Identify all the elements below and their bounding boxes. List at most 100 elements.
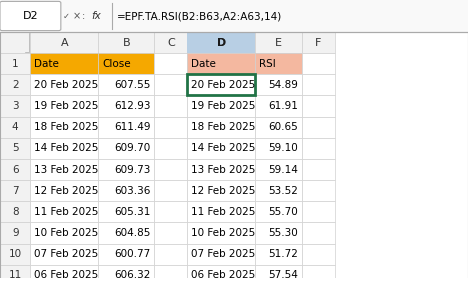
Bar <box>0 244 30 265</box>
Text: 9: 9 <box>12 228 19 238</box>
Text: 10: 10 <box>8 249 22 259</box>
Text: 07 Feb 2025: 07 Feb 2025 <box>191 249 255 259</box>
Text: 60.65: 60.65 <box>268 122 298 132</box>
Bar <box>187 53 255 74</box>
Text: 11 Feb 2025: 11 Feb 2025 <box>191 207 256 217</box>
Bar <box>187 96 255 117</box>
Text: 55.30: 55.30 <box>268 228 298 238</box>
Bar <box>0 223 30 244</box>
Bar <box>187 32 255 53</box>
Text: 7: 7 <box>12 186 19 196</box>
Bar <box>255 74 302 96</box>
Text: Date: Date <box>191 59 216 69</box>
Text: 20 Feb 2025: 20 Feb 2025 <box>34 80 98 90</box>
Text: 59.10: 59.10 <box>268 143 298 153</box>
Bar <box>302 159 335 180</box>
Text: 18 Feb 2025: 18 Feb 2025 <box>191 122 256 132</box>
Bar <box>98 53 154 74</box>
Text: D: D <box>217 38 226 47</box>
Bar <box>187 32 255 53</box>
Bar <box>255 244 302 265</box>
Bar <box>187 180 255 201</box>
Bar <box>0 74 30 96</box>
Text: 5: 5 <box>12 143 19 153</box>
Text: 609.70: 609.70 <box>115 143 151 153</box>
Bar <box>30 117 98 138</box>
Bar <box>30 223 98 244</box>
Bar <box>30 159 98 180</box>
Bar <box>98 74 154 96</box>
Text: 10 Feb 2025: 10 Feb 2025 <box>191 228 255 238</box>
Bar <box>0 201 30 223</box>
Bar <box>98 180 154 201</box>
Bar <box>302 138 335 159</box>
Text: 59.14: 59.14 <box>268 165 298 175</box>
Bar <box>0 53 30 74</box>
Bar <box>30 180 98 201</box>
Bar <box>0 117 30 138</box>
Bar <box>302 53 335 74</box>
Text: :: : <box>82 11 85 21</box>
Text: 2: 2 <box>12 80 19 90</box>
Bar <box>255 265 302 281</box>
Text: D2: D2 <box>22 11 38 21</box>
Bar <box>154 53 187 74</box>
Bar <box>154 180 187 201</box>
Text: 604.85: 604.85 <box>114 228 151 238</box>
Bar <box>255 32 302 53</box>
Bar <box>30 74 98 96</box>
Text: 11: 11 <box>8 270 22 280</box>
Bar <box>30 53 98 74</box>
Text: 07 Feb 2025: 07 Feb 2025 <box>34 249 98 259</box>
Text: 603.36: 603.36 <box>114 186 151 196</box>
Bar <box>255 96 302 117</box>
Bar <box>98 117 154 138</box>
Bar <box>302 32 335 53</box>
Text: 54.89: 54.89 <box>268 80 298 90</box>
Bar <box>255 117 302 138</box>
Text: 61.91: 61.91 <box>268 101 298 111</box>
Bar <box>187 117 255 138</box>
Text: 19 Feb 2025: 19 Feb 2025 <box>191 101 256 111</box>
Text: 3: 3 <box>12 101 19 111</box>
Text: Date: Date <box>34 59 59 69</box>
Text: 13 Feb 2025: 13 Feb 2025 <box>191 165 256 175</box>
Text: 600.77: 600.77 <box>115 249 151 259</box>
Bar <box>187 223 255 244</box>
Bar <box>154 201 187 223</box>
Text: 18 Feb 2025: 18 Feb 2025 <box>34 122 99 132</box>
Bar <box>154 223 187 244</box>
Bar <box>255 138 302 159</box>
Bar <box>98 32 154 53</box>
Text: 609.73: 609.73 <box>114 165 151 175</box>
Bar <box>302 244 335 265</box>
Text: D: D <box>217 38 226 47</box>
Bar <box>187 265 255 281</box>
Bar <box>187 74 255 96</box>
Text: 19 Feb 2025: 19 Feb 2025 <box>34 101 99 111</box>
Bar <box>255 223 302 244</box>
Bar <box>30 96 98 117</box>
Bar <box>0 159 30 180</box>
Bar <box>255 159 302 180</box>
Bar <box>98 96 154 117</box>
Text: F: F <box>315 38 322 47</box>
Bar <box>154 96 187 117</box>
Bar <box>302 201 335 223</box>
Text: 12 Feb 2025: 12 Feb 2025 <box>34 186 99 196</box>
Bar <box>187 138 255 159</box>
Bar <box>30 244 98 265</box>
Bar <box>187 244 255 265</box>
Text: ✓: ✓ <box>63 12 70 21</box>
Bar <box>302 265 335 281</box>
Bar <box>30 265 98 281</box>
Bar <box>302 117 335 138</box>
Text: 06 Feb 2025: 06 Feb 2025 <box>34 270 98 280</box>
Bar <box>98 138 154 159</box>
Text: 53.52: 53.52 <box>268 186 298 196</box>
Text: =EPF.TA.RSI(B2:B63,A2:A63,14): =EPF.TA.RSI(B2:B63,A2:A63,14) <box>117 11 282 21</box>
Text: 10 Feb 2025: 10 Feb 2025 <box>34 228 98 238</box>
Text: 4: 4 <box>12 122 19 132</box>
Text: 8: 8 <box>12 207 19 217</box>
Bar <box>0 32 30 53</box>
